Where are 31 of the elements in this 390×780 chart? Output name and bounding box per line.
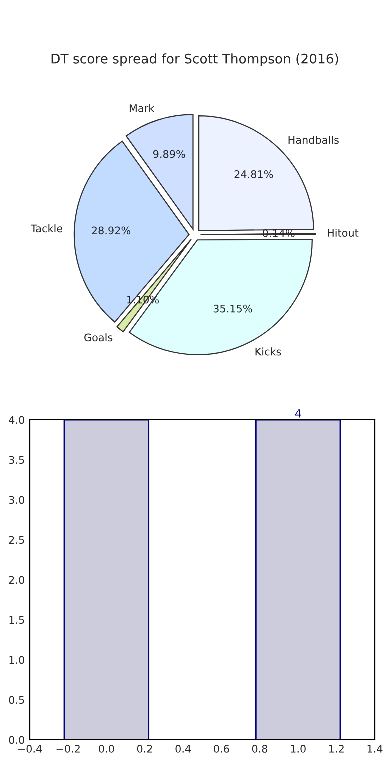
x-tick-label: 0.2 (137, 745, 152, 753)
y-tick-label: 4.0 (9, 416, 24, 424)
x-tick-label: −0.2 (56, 745, 80, 753)
x-tick-label: 1.2 (330, 745, 344, 753)
y-tick-label: 1.0 (10, 656, 24, 664)
slice-label: Goals (84, 334, 113, 342)
slice-label: Hitout (328, 228, 359, 238)
data-label: 9.89% (153, 150, 186, 158)
data-label: 24.81% (234, 170, 274, 178)
y-tick-label: 2.0 (9, 576, 24, 584)
chart-title: DT score spread for Scott Thompson (2016) (52, 54, 338, 66)
slice-label: Handballs (288, 136, 339, 144)
y-tick-label: 1.5 (10, 616, 24, 624)
x-tick-label: 0.6 (214, 745, 230, 753)
x-tick-label: 1.0 (291, 745, 306, 753)
x-tick-label: 1.4 (368, 745, 383, 753)
x-tick-label: 0.4 (176, 745, 192, 753)
y-tick-label: 2.5 (9, 536, 24, 544)
y-tick-label: 0.5 (9, 696, 24, 704)
data-label: 35.15% (214, 304, 252, 313)
slice-label: Kicks (256, 348, 282, 356)
data-label: 4 (295, 410, 302, 418)
x-tick-label: 0.8 (252, 745, 268, 753)
slice-label: Tackle (30, 224, 63, 233)
y-tick-label: 3.5 (9, 456, 24, 464)
slice-label: Mark (130, 104, 155, 112)
x-tick-label: 0.0 (99, 745, 114, 753)
x-tick-label: −0.4 (18, 745, 42, 753)
y-tick-label: 0.0 (9, 736, 24, 744)
y-tick-label: 3.0 (9, 496, 24, 504)
data-label: 28.92% (92, 226, 131, 235)
